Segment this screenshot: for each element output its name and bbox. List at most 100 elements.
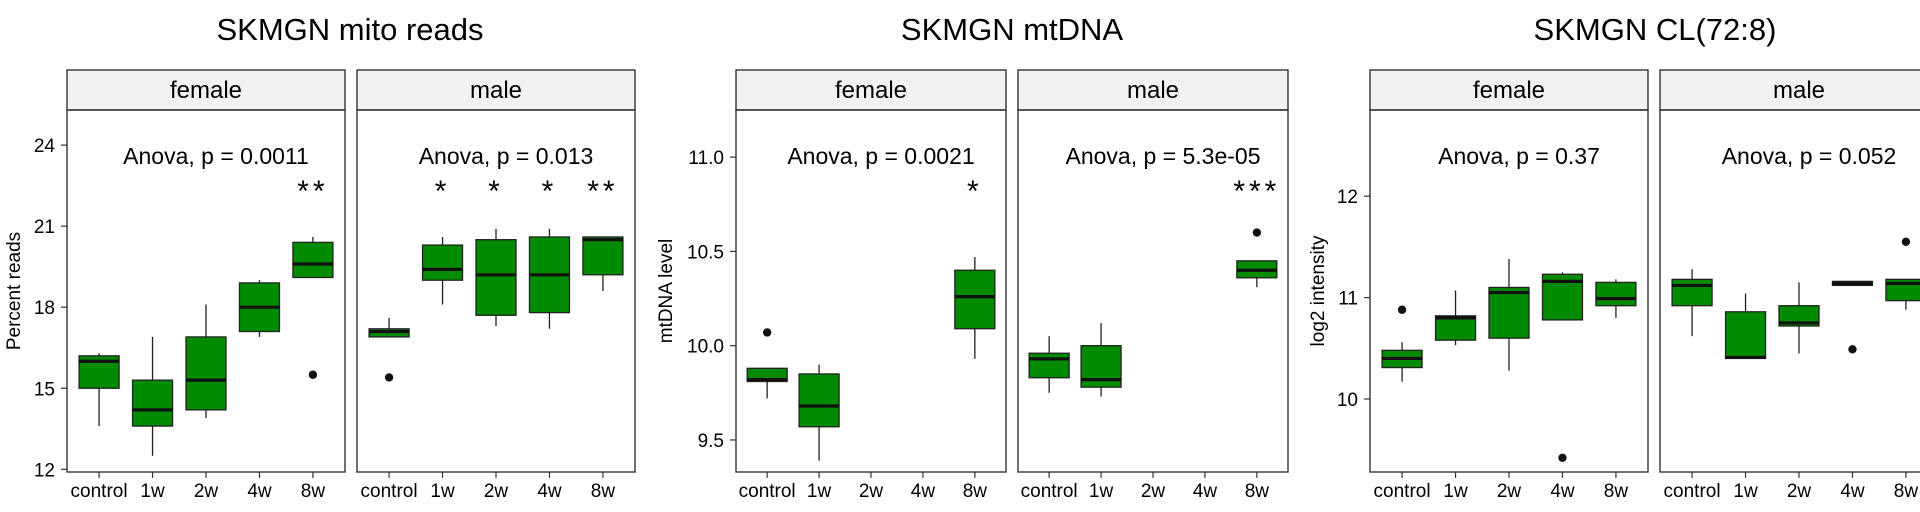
- outlier-point: [1901, 237, 1911, 247]
- x-tick-label: 8w: [591, 481, 616, 502]
- outlier-point: [308, 370, 318, 379]
- y-tick-label: 11.0: [688, 148, 724, 169]
- chart-1: SKMGN mito reads Percent reads 12 15 18 21 24 f…: [4, 12, 636, 502]
- facet-female: female Anova, p = 0.0011 control 1w 2w 4w 8w **: [66, 69, 346, 502]
- box-control: [78, 353, 120, 427]
- box-8w: [1885, 237, 1920, 310]
- y-axis-label: log2 intensity: [1308, 235, 1329, 346]
- box-2w: *: [475, 175, 517, 327]
- box-8w: **: [292, 175, 334, 379]
- anova-annotation: Anova, p = 0.013: [419, 143, 594, 169]
- box-body: [1028, 352, 1070, 379]
- chart-title: SKMGN mtDNA: [901, 12, 1124, 47]
- box-8w: *: [954, 175, 996, 359]
- y-tick-label: 15: [34, 379, 55, 400]
- outlier-point: [1558, 453, 1567, 463]
- facet-label: female: [170, 77, 242, 104]
- facet-label: male: [1127, 77, 1179, 104]
- facet-strip: [735, 69, 1007, 111]
- x-tick-label: 8w: [1894, 481, 1919, 502]
- box-body: [292, 241, 334, 279]
- x-tick-label: control: [1664, 481, 1721, 502]
- outlier-point: [1252, 228, 1262, 237]
- anova-annotation: Anova, p = 0.0011: [123, 143, 309, 169]
- outlier-point: [1848, 345, 1857, 354]
- x-tick-label: 2w: [1787, 481, 1812, 502]
- box-2w: [185, 304, 227, 418]
- x-tick-label: control: [739, 481, 796, 502]
- x-tick-label: 1w: [1443, 481, 1468, 502]
- x-tick-label: 4w: [1840, 481, 1865, 502]
- box-1w: [1724, 293, 1767, 360]
- x-tick-label: control: [71, 481, 128, 502]
- box-body: [475, 239, 517, 316]
- x-tick-label: 4w: [247, 481, 272, 502]
- x-tick-label: 2w: [859, 481, 884, 502]
- y-axis-label: mtDNA level: [656, 239, 677, 344]
- y-tick-label: 24: [34, 136, 56, 157]
- x-tick-label: control: [1374, 481, 1431, 502]
- y-tick-label: 12: [1337, 187, 1358, 208]
- y-tick-label: 10: [1337, 390, 1358, 411]
- box-control: [1671, 269, 1713, 337]
- x-tick-label: 8w: [301, 481, 326, 502]
- anova-annotation: Anova, p = 0.37: [1438, 143, 1600, 169]
- y-tick-label: 21: [34, 217, 55, 238]
- y-axis-label: Percent reads: [4, 232, 25, 350]
- box-2w: [1778, 282, 1820, 354]
- x-tick-label: 1w: [140, 481, 165, 502]
- anova-annotation: Anova, p = 0.0021: [787, 143, 974, 169]
- significance-label: **: [297, 175, 328, 208]
- facet-strip: [1017, 69, 1289, 111]
- box-1w: [131, 336, 174, 456]
- facet-label: male: [470, 77, 522, 104]
- box-1w: *: [421, 175, 464, 305]
- box-4w: [238, 280, 281, 337]
- box-body: [954, 269, 996, 330]
- y-tick-label: 9.5: [698, 431, 724, 452]
- x-tick-label: 8w: [1604, 481, 1629, 502]
- significance-label: **: [587, 175, 618, 208]
- x-tick-label: control: [1021, 481, 1078, 502]
- facet-label: female: [835, 77, 907, 104]
- box-body: [582, 236, 624, 276]
- box-1w: [798, 364, 840, 461]
- facet-female: female Anova, p = 0.37 control 1w 2w 4w 8w: [1369, 69, 1649, 502]
- box-body: [1724, 311, 1767, 360]
- box-body: [798, 373, 840, 428]
- x-tick-label: 1w: [1733, 481, 1758, 502]
- outlier-point: [1397, 305, 1407, 314]
- facet-strip: [1369, 69, 1649, 111]
- x-tick-label: 4w: [1193, 481, 1218, 502]
- box-body: [1595, 281, 1637, 307]
- x-tick-label: 2w: [1497, 481, 1522, 502]
- x-tick-label: control: [361, 481, 418, 502]
- box-body: [1671, 278, 1713, 307]
- facet-strip: [356, 69, 636, 111]
- box-8w: ***: [1233, 175, 1278, 288]
- box-body: [131, 379, 174, 427]
- box-4w: *: [528, 175, 571, 329]
- box-body: [1778, 305, 1820, 327]
- x-tick-label: 8w: [963, 481, 988, 502]
- facet-label: female: [1473, 77, 1545, 104]
- box-8w: [1595, 279, 1637, 318]
- chart-2: SKMGN mtDNA mtDNA level 9.5 10.0 10.5 11.0 fem…: [656, 12, 1289, 502]
- x-tick-label: 2w: [194, 481, 219, 502]
- box-body: [1488, 286, 1530, 339]
- chart-title: SKMGN mito reads: [216, 12, 483, 47]
- y-tick-label: 10.5: [687, 242, 724, 263]
- x-tick-label: 4w: [537, 481, 562, 502]
- x-tick-label: 1w: [1089, 481, 1114, 502]
- anova-annotation: Anova, p = 0.052: [1722, 143, 1897, 169]
- y-tick-label: 12: [34, 460, 55, 481]
- x-tick-label: 1w: [807, 481, 832, 502]
- box-1w: [1080, 323, 1122, 397]
- significance-label: *: [435, 175, 451, 208]
- anova-annotation: Anova, p = 5.3e-05: [1065, 143, 1260, 169]
- box-8w: **: [582, 175, 624, 291]
- y-tick-label: 18: [34, 298, 55, 319]
- x-tick-label: 2w: [1141, 481, 1166, 502]
- x-tick-label: 2w: [484, 481, 509, 502]
